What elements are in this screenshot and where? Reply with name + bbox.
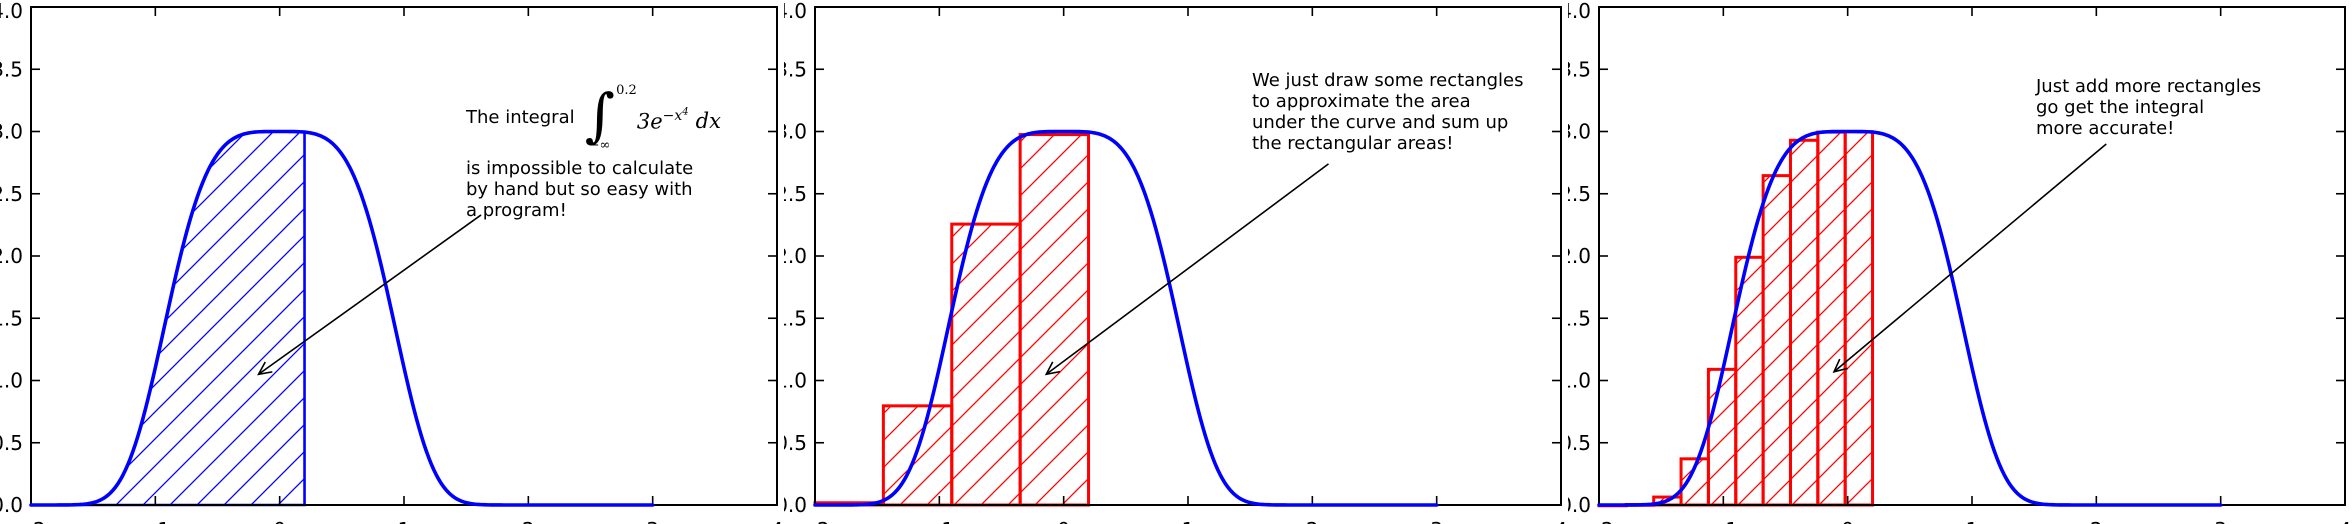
x-tick-label: 0 bbox=[1841, 518, 1854, 524]
annotation-arrow bbox=[1045, 163, 1329, 375]
y-tick-label: 0.0 bbox=[0, 493, 23, 517]
y-tick-label: 0.0 bbox=[1568, 493, 1591, 517]
annotation-text-fine-rectangles: Just add more rectangles go get the integ… bbox=[2036, 76, 2261, 139]
x-tick-label: 1 bbox=[1966, 518, 1979, 524]
x-tick-label: 1 bbox=[1182, 518, 1195, 524]
integrand-coeff: 3e bbox=[636, 109, 663, 134]
annotation-line: by hand but so easy with bbox=[466, 179, 693, 200]
exponent-power: 4 bbox=[682, 106, 689, 118]
function-curve bbox=[813, 129, 1439, 507]
y-tick-label: 1.0 bbox=[784, 369, 807, 393]
annotation-text-coarse-rectangles: We just draw some rectangles to approxima… bbox=[1252, 70, 1523, 154]
y-tick-label: 0.5 bbox=[784, 431, 807, 455]
riemann-rect bbox=[1018, 133, 1091, 507]
plot-coarse-rectangles: −2 −1 0 1 2 3 4 0.0 0.5 1.0 1.5 2.0 2.5 3.0 3.5 4.0 bbox=[784, 0, 1568, 524]
annotation-arrow bbox=[1833, 143, 2107, 373]
annotation-line: is impossible to calculate bbox=[466, 158, 694, 179]
riemann-rect bbox=[1788, 138, 1820, 507]
x-tick-label: 0 bbox=[273, 518, 286, 524]
x-tick-label: −1 bbox=[925, 518, 954, 524]
y-tick-label: 3.0 bbox=[0, 120, 23, 144]
annotation-prefix: The integral bbox=[466, 106, 575, 128]
y-tick-label: 2.5 bbox=[1568, 182, 1591, 206]
x-tick-label: 4 bbox=[771, 518, 784, 524]
annotation-line: a program! bbox=[466, 200, 567, 221]
y-tick-label: 2.5 bbox=[0, 182, 23, 206]
exponent-base: −x bbox=[662, 108, 683, 125]
differential: dx bbox=[695, 109, 721, 134]
annotation-line: We just draw some rectangles bbox=[1252, 70, 1524, 91]
y-tick-label: 2.0 bbox=[1568, 244, 1591, 268]
riemann-rectangles bbox=[1597, 130, 1875, 508]
panel-exact-integral: −2 −1 0 1 2 3 4 0.0 0.5 1.0 1.5 2.0 2.5 3.0 3.5 4.0 The … bbox=[0, 0, 784, 524]
y-tick-label: 2.0 bbox=[784, 244, 807, 268]
annotation-line: Just add more rectangles bbox=[2036, 76, 2262, 97]
integrand: 3e−x4 dx bbox=[637, 102, 721, 133]
y-tick-label: 1.0 bbox=[1568, 369, 1591, 393]
y-tick-label: 4.0 bbox=[0, 0, 23, 23]
panel-coarse-rectangles: −2 −1 0 1 2 3 4 0.0 0.5 1.0 1.5 2.0 2.5 3.0 3.5 4.0 We j… bbox=[784, 0, 1568, 524]
plot-exact-integral: −2 −1 0 1 2 3 4 0.0 0.5 1.0 1.5 2.0 2.5 3.0 3.5 4.0 bbox=[0, 0, 784, 524]
x-tick-label: 4 bbox=[2339, 518, 2352, 524]
riemann-rect bbox=[1706, 367, 1738, 507]
x-tick-label: −2 bbox=[1584, 518, 1613, 524]
riemann-rect bbox=[1761, 174, 1792, 507]
x-tick-label: 0 bbox=[1057, 518, 1070, 524]
y-tick-label: 3.0 bbox=[1568, 120, 1591, 144]
y-tick-label: 3.5 bbox=[0, 57, 23, 81]
y-tick-label: 4.0 bbox=[1568, 0, 1591, 23]
integral-lower-limit: −∞ bbox=[588, 138, 611, 153]
annotation-line: to approximate the area bbox=[1252, 91, 1471, 112]
y-tick-label: 2.5 bbox=[784, 182, 807, 206]
plot-fine-rectangles: −2 −1 0 1 2 3 4 0.0 0.5 1.0 1.5 2.0 2.5 3.0 3.5 4.0 bbox=[1568, 0, 2352, 524]
x-tick-label: 2 bbox=[2090, 518, 2103, 524]
riemann-rect bbox=[1816, 130, 1847, 507]
x-tick-label: 3 bbox=[2214, 518, 2227, 524]
panel-fine-rectangles: −2 −1 0 1 2 3 4 0.0 0.5 1.0 1.5 2.0 2.5 3.0 3.5 4.0 Just… bbox=[1568, 0, 2352, 524]
y-tick-label: 0.5 bbox=[1568, 431, 1591, 455]
y-tick-label: 1.5 bbox=[1568, 306, 1591, 330]
function-curve bbox=[1597, 129, 2223, 507]
x-tick-label: 2 bbox=[1306, 518, 1319, 524]
x-tick-label: 3 bbox=[646, 518, 659, 524]
riemann-rect bbox=[950, 222, 1022, 507]
y-tick-label: 3.5 bbox=[784, 57, 807, 81]
x-tick-label: 4 bbox=[1555, 518, 1568, 524]
integral-upper-limit: 0.2 bbox=[616, 83, 637, 98]
x-tick-label: 1 bbox=[398, 518, 411, 524]
x-tick-label: −2 bbox=[16, 518, 45, 524]
x-tick-label: 3 bbox=[1430, 518, 1443, 524]
x-tick-label: −1 bbox=[141, 518, 170, 524]
annotation-arrow bbox=[258, 214, 482, 375]
integral-symbol: ∫ 0.2 −∞ bbox=[583, 82, 637, 153]
y-tick-label: 4.0 bbox=[784, 0, 807, 23]
integral-formula: The integral ∫ 0.2 −∞ 3e−x4 dx bbox=[466, 82, 721, 153]
x-tick-label: 2 bbox=[522, 518, 535, 524]
riemann-rectangles bbox=[813, 133, 1091, 507]
y-tick-label: 1.5 bbox=[784, 306, 807, 330]
y-tick-label: 3.0 bbox=[784, 120, 807, 144]
annotation-text-exact-integral: The integral ∫ 0.2 −∞ 3e−x4 dx is impossible t… bbox=[466, 82, 721, 221]
y-tick-label: 1.5 bbox=[0, 306, 23, 330]
y-tick-label: 2.0 bbox=[0, 244, 23, 268]
function-curve bbox=[29, 129, 655, 507]
arrow-head bbox=[1044, 361, 1061, 376]
annotation-line: more accurate! bbox=[2036, 118, 2175, 139]
annotation-line: under the curve and sum up bbox=[1252, 112, 1509, 133]
riemann-rect bbox=[1843, 130, 1875, 507]
y-tick-label: 0.5 bbox=[0, 431, 23, 455]
y-tick-label: 0.0 bbox=[784, 493, 807, 517]
arrow-head bbox=[1832, 358, 1848, 373]
x-tick-label: −1 bbox=[1709, 518, 1738, 524]
annotation-line: the rectangular areas! bbox=[1252, 133, 1454, 154]
annotation-line: go get the integral bbox=[2036, 97, 2205, 118]
riemann-rect bbox=[881, 404, 954, 507]
y-tick-label: 1.0 bbox=[0, 369, 23, 393]
y-tick-label: 3.5 bbox=[1568, 57, 1591, 81]
x-tick-label: −2 bbox=[800, 518, 829, 524]
arrow-head bbox=[257, 361, 273, 376]
